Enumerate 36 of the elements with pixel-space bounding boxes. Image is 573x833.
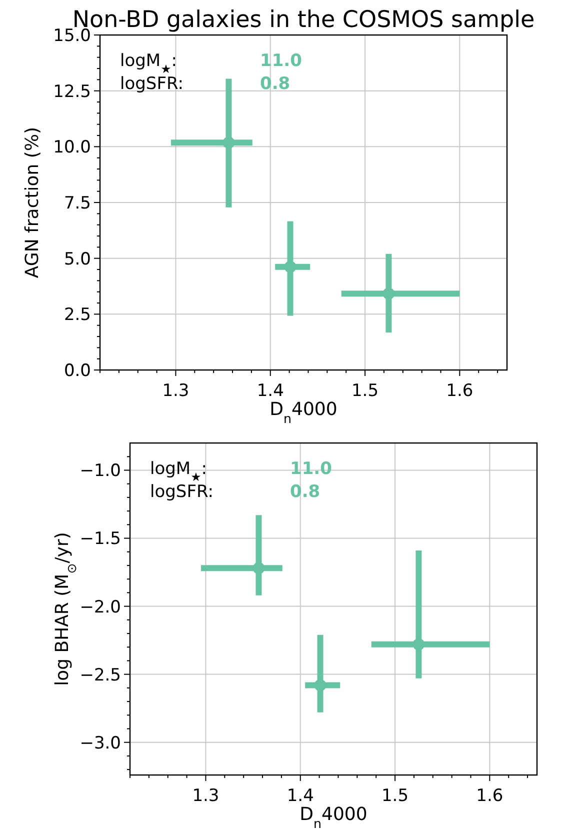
annotation: logSFR: [150,482,214,502]
y-tick-label: −3.0 [80,733,121,754]
y-tick-label: −1.5 [80,529,121,550]
x-tick-label: 1.4 [256,381,284,401]
y-tick-label: 2.5 [64,305,91,326]
y-tick-label: 10.0 [53,138,91,158]
x-tick-label: 1.5 [352,381,379,401]
x-tick-label: 1.5 [382,786,409,806]
y-tick-label: −2.0 [80,597,121,618]
y-tick-label: 7.5 [64,194,91,214]
point [284,260,296,273]
point [314,679,326,692]
x-axis-title: D$_{n}$4000 [300,804,368,830]
annotation: 11.0 [260,51,302,71]
y-tick-label: 12.5 [53,82,91,102]
annotation: logM$_{★}$: [120,51,177,76]
y-tick-label: 0.0 [64,361,91,381]
x-tick-label: 1.6 [476,786,504,806]
annotation: 0.8 [290,482,320,502]
annotation: logSFR: [120,74,184,94]
y-axis-title: AGN fraction (%) [22,126,43,278]
x-tick-label: 1.6 [446,381,474,401]
point [252,562,265,574]
annotation: 11.0 [290,459,332,479]
point [382,288,395,300]
point [412,638,425,650]
y-tick-label: −2.5 [80,665,121,686]
point [222,136,235,149]
y-tick-label: 5.0 [64,249,91,270]
x-axis-title: D$_{n}$4000 [270,399,338,426]
x-tick-label: 1.3 [162,381,190,401]
annotation: logM$_{★}$: [150,459,207,484]
x-tick-label: 1.4 [286,786,314,806]
annotation: 0.8 [260,74,290,94]
y-tick-label: −1.0 [80,461,121,482]
x-tick-label: 1.3 [192,786,220,806]
